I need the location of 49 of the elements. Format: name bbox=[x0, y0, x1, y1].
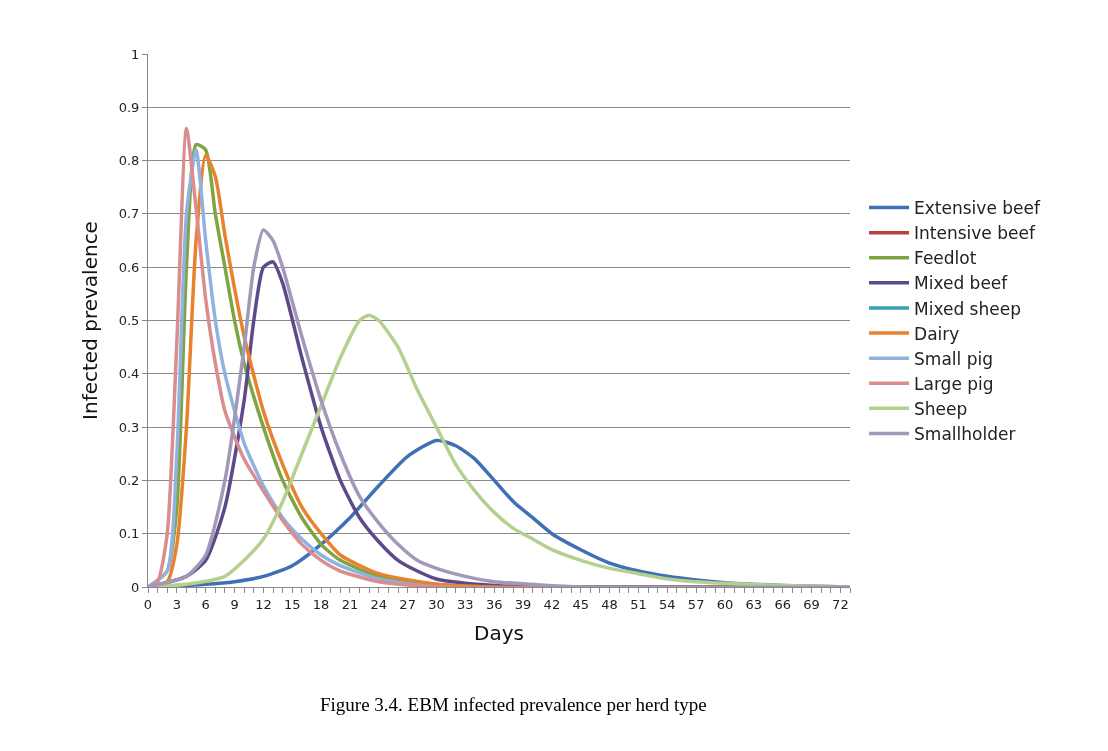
x-tick-label: 12 bbox=[255, 596, 272, 612]
x-tick-label: 9 bbox=[230, 596, 239, 612]
x-tick-label: 72 bbox=[832, 596, 849, 612]
y-tick-label: 0.8 bbox=[118, 153, 140, 169]
x-tick-label: 15 bbox=[283, 596, 301, 612]
x-tick-label: 45 bbox=[572, 596, 590, 612]
x-tick-label: 0 bbox=[143, 596, 153, 612]
x-tick-label: 66 bbox=[774, 596, 791, 612]
y-axis-title: Infected prevalence bbox=[78, 221, 103, 420]
x-tick-label: 60 bbox=[716, 596, 734, 612]
legend-label: Smallholder bbox=[914, 424, 1016, 445]
x-tick-label: 30 bbox=[428, 596, 445, 612]
legend-label: Mixed sheep bbox=[914, 298, 1021, 319]
y-tick-label: 0.3 bbox=[118, 419, 140, 435]
x-axis-title: Days bbox=[474, 621, 524, 646]
y-tick-label: 0.6 bbox=[118, 259, 140, 275]
legend-label: Feedlot bbox=[914, 248, 977, 269]
x-tick-label: 54 bbox=[659, 596, 676, 612]
y-tick-label: 0.2 bbox=[118, 472, 140, 488]
legend-label: Extensive beef bbox=[914, 198, 1041, 219]
legend-label: Mixed beef bbox=[914, 273, 1009, 294]
x-tick-label: 33 bbox=[457, 596, 474, 612]
y-tick-label: 0.4 bbox=[118, 366, 140, 382]
x-tick-label: 39 bbox=[514, 596, 532, 612]
x-tick-label: 27 bbox=[399, 596, 416, 612]
x-tick-label: 63 bbox=[745, 596, 763, 612]
y-tick-label: 0 bbox=[131, 579, 140, 595]
y-tick-label: 0.7 bbox=[118, 206, 140, 222]
y-tick-label: 1 bbox=[131, 46, 140, 62]
x-tick-label: 6 bbox=[201, 596, 210, 612]
legend-label: Intensive beef bbox=[914, 223, 1036, 244]
x-tick-label: 42 bbox=[543, 596, 561, 612]
x-tick-label: 24 bbox=[370, 596, 388, 612]
x-tick-label: 21 bbox=[341, 596, 359, 612]
x-tick-label: 48 bbox=[601, 596, 618, 612]
x-tick-label: 36 bbox=[485, 596, 503, 612]
x-tick-label: 3 bbox=[172, 596, 181, 612]
legend-label: Large pig bbox=[914, 373, 994, 394]
x-tick-label: 51 bbox=[630, 596, 647, 612]
x-tick-label: 57 bbox=[687, 596, 705, 612]
legend-label: Small pig bbox=[914, 348, 993, 369]
legend-label: Dairy bbox=[914, 323, 960, 344]
legend-label: Sheep bbox=[914, 398, 968, 419]
y-tick-label: 0.5 bbox=[118, 313, 140, 329]
x-tick-label: 18 bbox=[312, 596, 330, 612]
y-tick-label: 0.9 bbox=[118, 99, 140, 115]
x-tick-label: 69 bbox=[803, 596, 820, 612]
caption: Figure 3.4. EBM infected prevalence per herd type bbox=[320, 694, 707, 715]
y-tick-label: 0.1 bbox=[118, 526, 140, 542]
